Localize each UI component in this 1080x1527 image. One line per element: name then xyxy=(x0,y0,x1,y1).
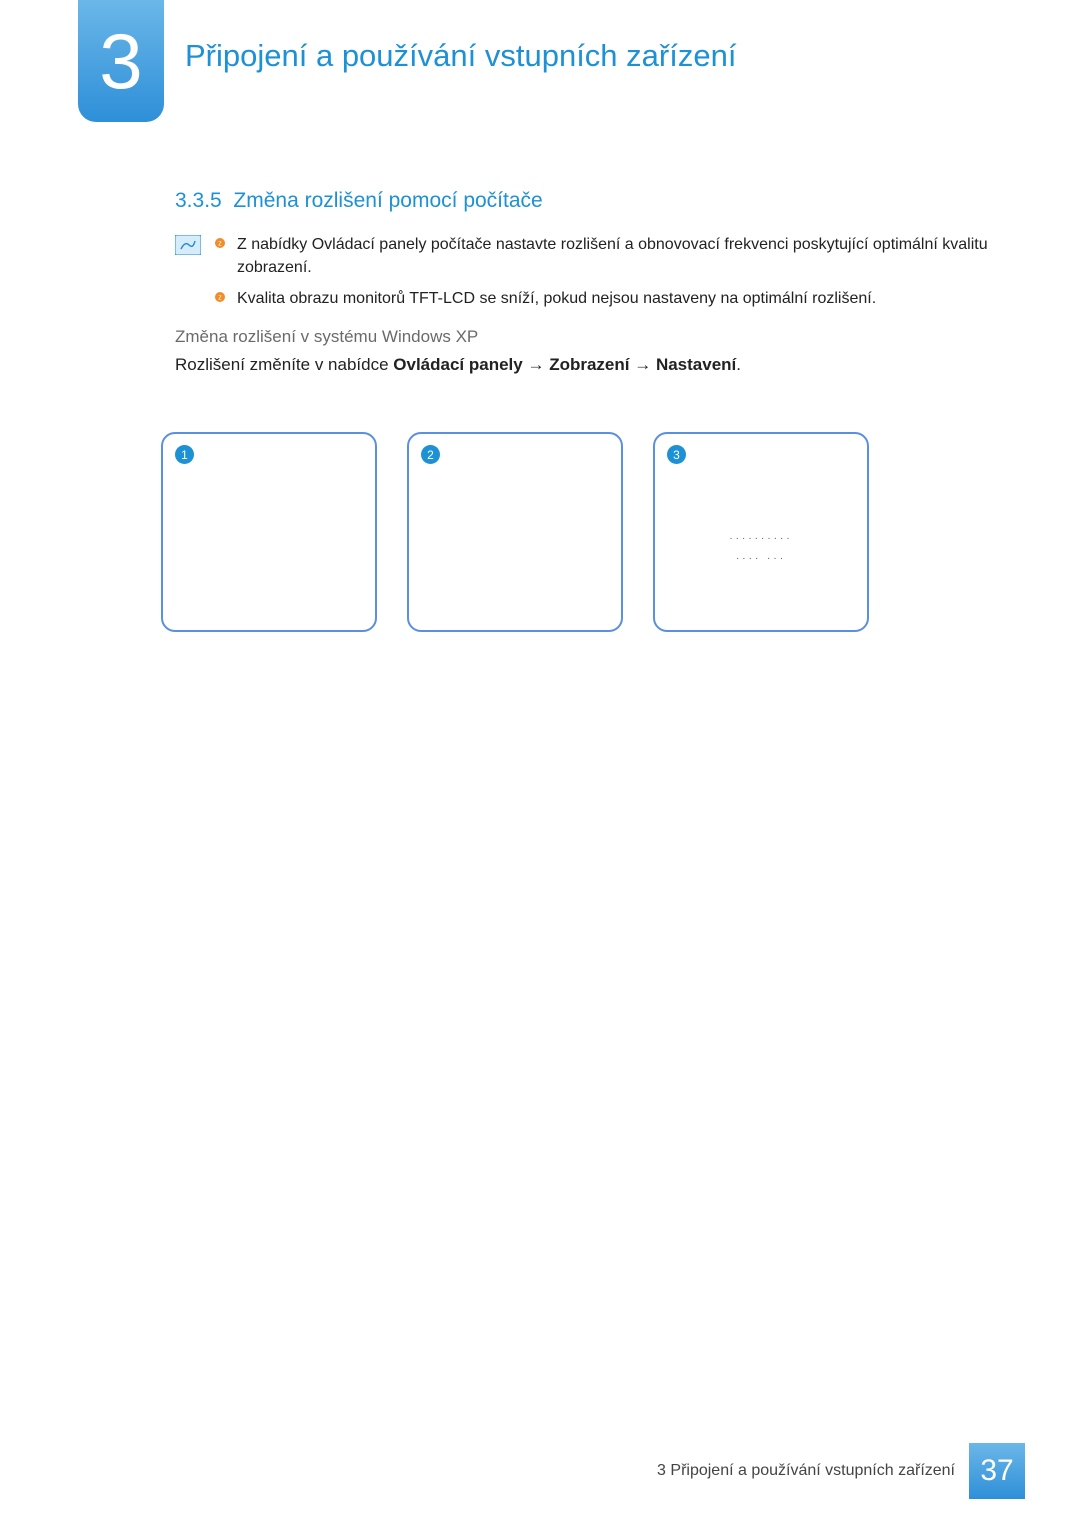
body-suffix: . xyxy=(736,355,741,374)
bullet-icon: z xyxy=(215,238,225,248)
chapter-number: 3 xyxy=(99,22,142,100)
subsection-heading: Změna rozlišení v systému Windows XP xyxy=(175,327,478,347)
page-footer: 3 Připojení a používání vstupních zaříze… xyxy=(657,1443,1025,1499)
arrow: → xyxy=(629,355,655,374)
section-number: 3.3.5 xyxy=(175,189,222,212)
nav-path: Nastavení xyxy=(656,355,736,374)
nav-path: Ovládací panely xyxy=(393,355,522,374)
body-text: Rozlišení změníte v nabídce Ovládací pan… xyxy=(175,355,741,375)
chapter-number-tab: 3 xyxy=(78,0,164,122)
arrow: → xyxy=(523,355,549,374)
note-text: Kvalita obrazu monitorů TFT-LCD se sníží… xyxy=(237,287,876,310)
step-panel: 2 xyxy=(407,432,623,632)
step-panels: 1 2 3 ·············· ··· xyxy=(161,432,869,632)
chapter-title: Připojení a používání vstupních zařízení xyxy=(185,38,736,74)
step-number-badge: 2 xyxy=(421,445,440,464)
step-number-badge: 3 xyxy=(667,445,686,464)
bullet-icon: z xyxy=(215,292,225,302)
panel-placeholder-dots: ·············· ··· xyxy=(729,529,792,569)
note-item: z Kvalita obrazu monitorů TFT-LCD se sní… xyxy=(215,287,1000,310)
section-title: Změna rozlišení pomocí počítače xyxy=(233,189,542,212)
document-page: 3 Připojení a používání vstupních zaříze… xyxy=(0,0,1080,1527)
page-number: 37 xyxy=(969,1443,1025,1499)
body-prefix: Rozlišení změníte v nabídce xyxy=(175,355,393,374)
section-heading: 3.3.5 Změna rozlišení pomocí počítače xyxy=(175,189,543,213)
nav-path: Zobrazení xyxy=(549,355,629,374)
step-panel: 3 ·············· ··· xyxy=(653,432,869,632)
note-item: z Z nabídky Ovládací panely počítače nas… xyxy=(215,233,1000,279)
note-icon xyxy=(175,235,201,255)
step-number-badge: 1 xyxy=(175,445,194,464)
note-list: z Z nabídky Ovládací panely počítače nas… xyxy=(215,233,1000,319)
svg-text:z: z xyxy=(218,241,222,248)
step-panel: 1 xyxy=(161,432,377,632)
note-text: Z nabídky Ovládací panely počítače nasta… xyxy=(237,233,1000,279)
footer-text: 3 Připojení a používání vstupních zaříze… xyxy=(657,1462,969,1480)
note-block: z Z nabídky Ovládací panely počítače nas… xyxy=(175,233,1000,319)
svg-text:z: z xyxy=(218,295,222,302)
